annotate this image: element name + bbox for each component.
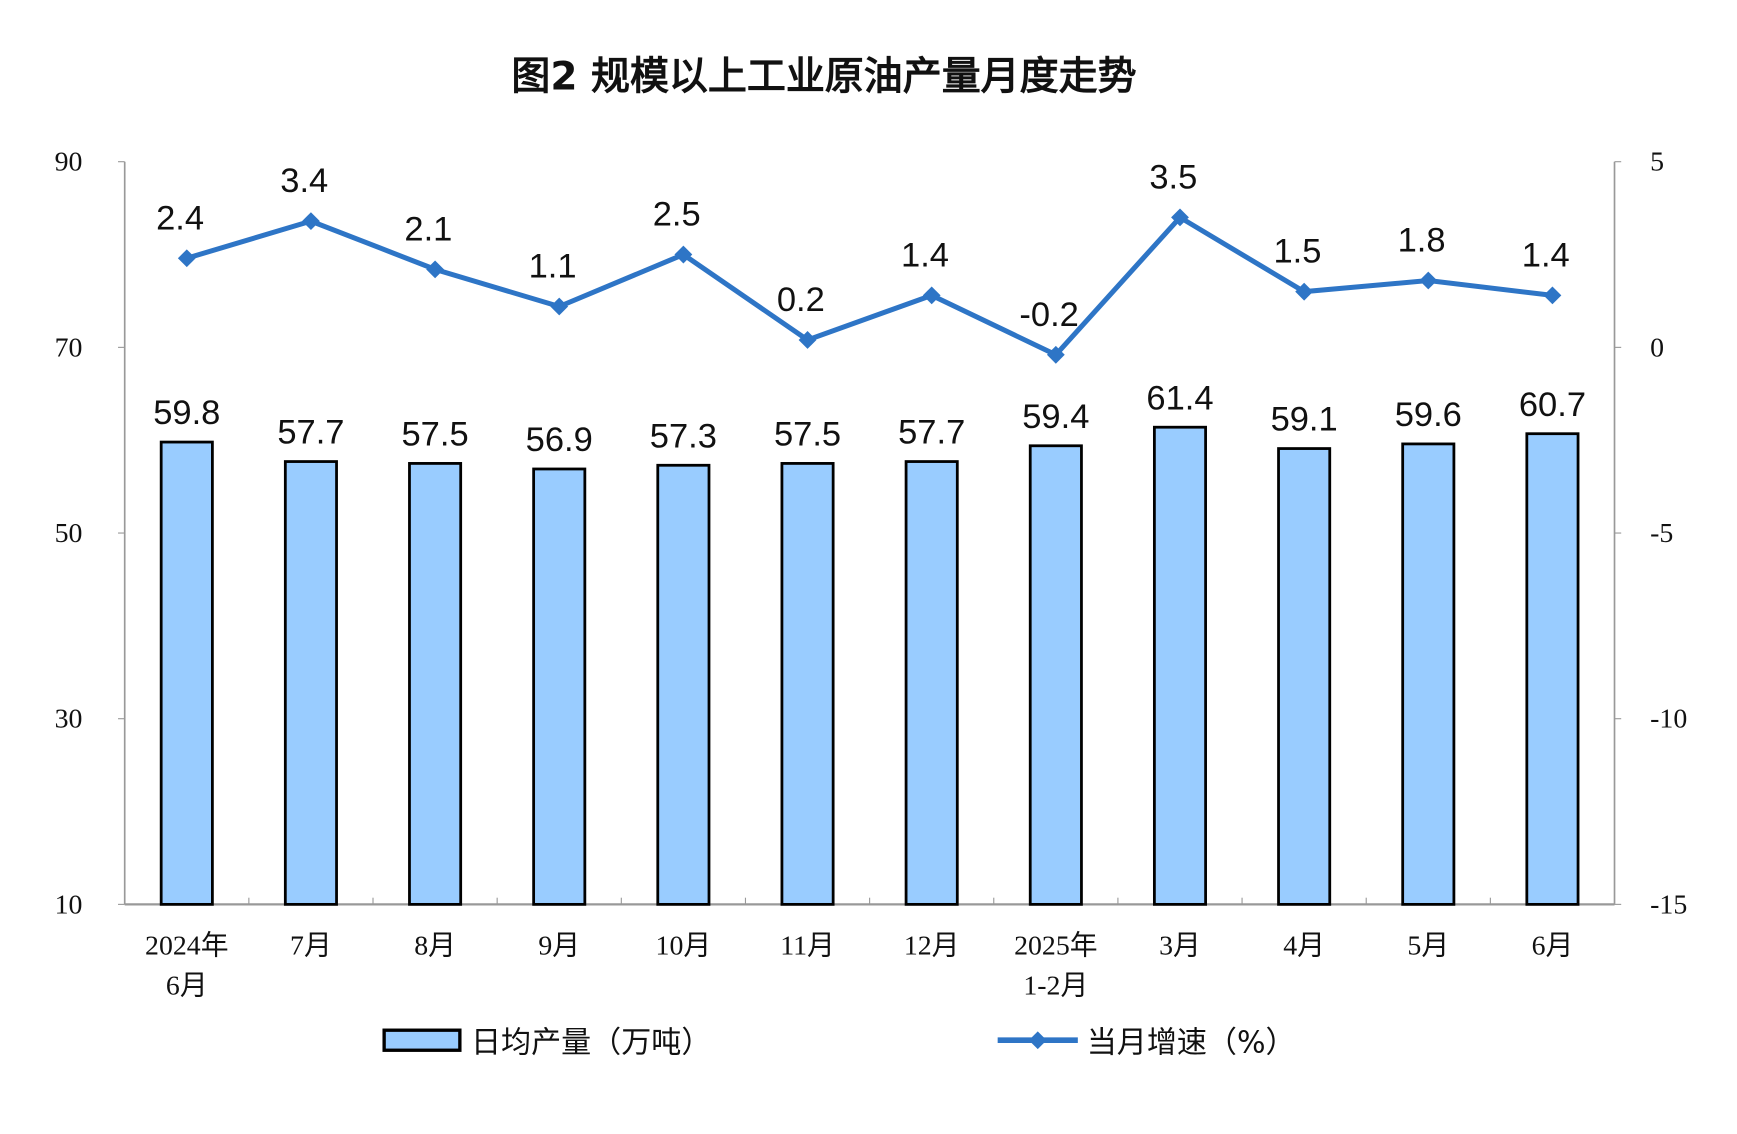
bar: [904, 460, 959, 906]
right-tick-label: -15: [1650, 889, 1687, 920]
x-tick-label: 5月: [1407, 930, 1449, 961]
line-data-label: -0.2: [1019, 296, 1078, 334]
left-tick-label: 50: [55, 518, 83, 549]
bar: [1401, 442, 1456, 906]
line-point: [674, 245, 693, 264]
left-tick-label: 90: [55, 147, 83, 178]
line-point: [426, 260, 444, 279]
right-tick-label: -5: [1650, 518, 1673, 549]
line-point: [1046, 345, 1065, 364]
line-point: [922, 286, 941, 305]
left-tick-label: 70: [55, 332, 83, 363]
growth-line: [186, 214, 1553, 358]
line-data-label: 1.4: [1522, 236, 1570, 274]
line-data-label: 3.5: [1149, 158, 1197, 196]
bar: [1277, 447, 1332, 906]
bar: [283, 460, 338, 906]
x-tick-label: 8月: [414, 930, 456, 961]
line-data-label: 1.5: [1273, 233, 1321, 271]
bar: [159, 440, 214, 906]
chart-title: 图2 规模以上工业原油产量月度走势: [511, 54, 1136, 99]
bar-data-label: 57.7: [898, 414, 965, 452]
left-tick-label: 30: [55, 704, 83, 735]
x-tick-label: 6月: [1532, 930, 1574, 961]
bar-data-label: 57.7: [277, 414, 344, 452]
x-tick-label: 11月: [780, 930, 835, 961]
x-tick-label: 10月: [656, 930, 712, 961]
x-tick-label: 4月: [1283, 930, 1325, 961]
line-data-label: 2.5: [653, 196, 701, 234]
bar-data-label: 60.7: [1519, 386, 1586, 424]
bar-data-label: 56.9: [526, 421, 593, 459]
bar: [656, 463, 711, 906]
bar-data-label: 59.1: [1271, 401, 1338, 439]
right-tick-label: 5: [1650, 147, 1664, 178]
line-data-label: 1.1: [529, 248, 577, 286]
x-tick-label: 2024年: [145, 930, 229, 961]
bar: [1525, 432, 1580, 906]
legend-bar-swatch: [382, 1028, 462, 1052]
line-data-label: 2.1: [404, 210, 452, 248]
right-tick-label: -10: [1650, 704, 1687, 735]
right-tick-label: 0: [1650, 332, 1664, 363]
legend-line-label: 当月增速（%）: [1087, 1025, 1296, 1060]
bar: [532, 467, 587, 906]
x-tick-label: 12月: [904, 930, 960, 961]
line-data-label: 2.4: [156, 199, 204, 237]
bar: [1152, 425, 1207, 906]
bar-data-label: 59.8: [153, 394, 220, 432]
bar: [1028, 444, 1083, 906]
bar: [780, 462, 835, 906]
bar-data-label: 57.5: [402, 416, 469, 454]
x-tick-label: 1-2月: [1023, 971, 1088, 1002]
bar-data-label: 57.3: [650, 417, 717, 455]
line-data-label: 1.4: [901, 236, 949, 274]
x-tick-label: 2025年: [1014, 930, 1098, 961]
legend-line-marker: [1028, 1031, 1047, 1050]
line-data-label: 3.4: [280, 162, 328, 200]
line-point: [550, 297, 569, 316]
line-data-label: 0.2: [777, 281, 825, 319]
bar: [408, 462, 463, 906]
x-tick-label: 9月: [538, 930, 580, 961]
legend-bar-label: 日均产量（万吨）: [471, 1025, 711, 1060]
line-point: [1543, 286, 1562, 305]
bar-data-label: 59.6: [1395, 396, 1462, 434]
bar-data-label: 59.4: [1022, 398, 1089, 436]
x-tick-label: 6月: [166, 971, 208, 1002]
legend: 日均产量（万吨） 当月增速（%）: [382, 1025, 1296, 1060]
x-tick-label: 3月: [1159, 930, 1201, 961]
line-data-label: 1.8: [1398, 222, 1446, 260]
line-point: [177, 249, 196, 268]
left-tick-label: 10: [55, 889, 83, 920]
bar-data-label: 61.4: [1146, 379, 1213, 417]
line-point: [798, 331, 817, 349]
bar-data-label: 57.5: [774, 416, 841, 454]
line-point: [302, 212, 320, 231]
x-tick-label: 7月: [290, 930, 332, 961]
line-point: [1419, 271, 1438, 290]
line-point: [1295, 282, 1314, 301]
